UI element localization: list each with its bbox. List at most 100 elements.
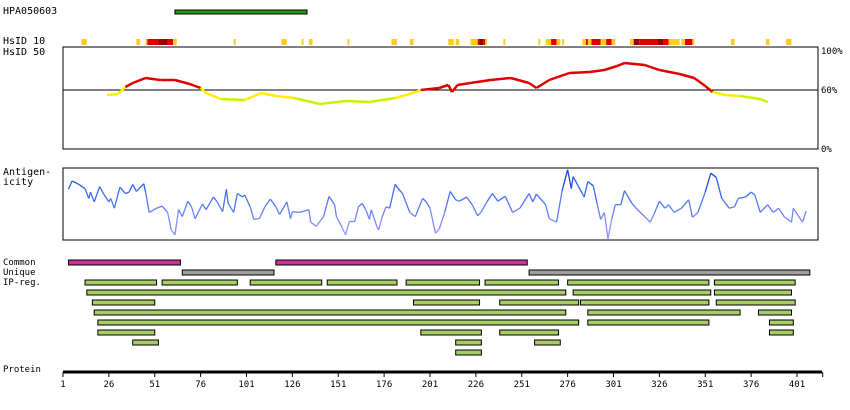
antigenicity-line-segment — [170, 229, 176, 236]
antigenicity-line-segment — [790, 208, 794, 223]
antigenicity-line-segment — [778, 207, 785, 217]
hsid10-segment — [765, 39, 770, 45]
antigenicity-line-segment — [99, 186, 104, 194]
antigenicity-line-segment — [119, 186, 126, 194]
antigenicity-line-segment — [759, 204, 769, 213]
antigenicity-line-segment — [644, 216, 651, 223]
hsid10-segment — [538, 39, 541, 45]
antigenicity-line-segment — [697, 191, 706, 213]
hsid50-line-segment — [409, 88, 422, 96]
ip-region-bar — [713, 279, 796, 286]
hsid10-segment — [663, 39, 669, 45]
antigenicity-line-segment — [264, 198, 271, 208]
hsid50-line-segment — [704, 85, 714, 93]
hsid10-segment — [633, 39, 640, 45]
antigenicity-line-segment — [275, 206, 281, 215]
antigenicity-line-segment — [738, 196, 746, 200]
ip-region-bar — [768, 329, 794, 336]
axis-tick-label: 176 — [376, 380, 392, 390]
antigenicity-line-segment — [653, 200, 660, 215]
ip-region-bar — [713, 289, 792, 296]
antigenicity-line-segment — [370, 209, 378, 227]
antigenicity-line-segment — [772, 207, 780, 213]
ip-region-bar — [534, 339, 561, 346]
antigenicity-line-segment — [194, 203, 204, 219]
antigenicity-line-segment — [67, 180, 73, 190]
hsid10-segment — [630, 39, 634, 45]
hsid10-segment — [657, 39, 664, 45]
antigenicity-line-segment — [88, 191, 92, 199]
hsid10-segment — [158, 39, 168, 45]
hsid10-segment — [582, 39, 586, 45]
ip-region-bar — [84, 279, 158, 286]
ip-region-bar — [715, 299, 796, 306]
antigenicity-line-segment — [381, 206, 387, 217]
antigenicity-line-segment — [688, 199, 694, 218]
ip-region-bar — [420, 329, 482, 336]
hsid50-line-segment — [244, 91, 262, 102]
ip-region-bar — [572, 289, 712, 296]
hsid10-segment — [483, 39, 486, 45]
antigenicity-line-segment — [190, 206, 196, 219]
hsid10-segment — [611, 39, 616, 45]
common-region-bar — [68, 259, 181, 266]
ip-region-bar — [757, 309, 792, 316]
antigenicity-line-segment — [422, 197, 427, 203]
antigenicity-line-segment — [425, 201, 431, 209]
antigen-region-bar — [174, 9, 308, 15]
axis-tick-label: 1 — [60, 380, 65, 390]
antigenicity-line-segment — [71, 180, 78, 185]
ip-region-bar — [455, 349, 482, 356]
hsid50-line-segment — [293, 96, 321, 106]
antigenicity-line-segment — [132, 184, 137, 192]
antigenicity-line-segment — [471, 204, 479, 217]
protein-label: Protein — [3, 365, 41, 375]
antigenicity-line-segment — [341, 226, 347, 236]
hsid50-line-segment — [624, 61, 645, 67]
hsid10-segment — [587, 39, 592, 45]
ip-region-bar — [93, 309, 567, 316]
antigenicity-line-segment — [566, 169, 572, 189]
antigenicity-label-1: Antigen- — [3, 167, 52, 178]
unique-region-bar — [528, 269, 811, 276]
ip-region-bar — [768, 319, 794, 326]
antigenicity-line-segment — [592, 185, 598, 204]
antigenicity-line-segment — [144, 191, 150, 213]
hsid50-line-segment — [490, 76, 511, 82]
antigenicity-line-segment — [225, 189, 229, 204]
antigenicity-line-segment — [728, 206, 735, 209]
hsid50-line-segment — [438, 83, 449, 90]
antigenicity-line-segment — [555, 190, 563, 223]
antigenicity-line-segment — [636, 209, 646, 218]
hsid10-segment — [730, 39, 735, 45]
antigenicity-line-segment — [745, 191, 752, 198]
antigenicity-line-segment — [801, 210, 807, 223]
hsid10-segment — [681, 39, 686, 45]
pct-60-label: 60% — [821, 86, 838, 96]
antigenicity-line-segment — [497, 195, 506, 202]
hsid50-line-segment — [124, 81, 134, 89]
ip-region-bar — [455, 339, 482, 346]
antigenicity-line-segment — [603, 212, 609, 240]
hsid10-segment — [503, 39, 506, 45]
hsid50-line-segment — [174, 78, 190, 86]
antigenicity-line-segment — [289, 211, 294, 219]
hsid50-line-segment — [535, 78, 550, 90]
antigenicity-line-segment — [258, 206, 266, 219]
antigenicity-line-segment — [438, 212, 446, 230]
hsid50-line-segment — [548, 71, 570, 82]
antigenicity-line-segment — [187, 200, 192, 208]
hsid10-segment — [606, 39, 612, 45]
hsid50-line-segment — [457, 81, 471, 87]
antigenicity-line-segment — [286, 201, 292, 219]
axis-tick-label: 126 — [284, 380, 300, 390]
hsid10-segment — [167, 39, 174, 45]
hsid10-segment — [147, 39, 159, 45]
hsid50-line-segment — [569, 70, 590, 75]
antigenicity-label-2: icity — [3, 177, 34, 188]
antigenicity-line-segment — [512, 207, 521, 213]
antigenicity-line-segment — [680, 199, 690, 209]
hsid50-line-segment — [275, 94, 295, 100]
antigenicity-line-segment — [444, 191, 451, 213]
antigenicity-line-segment — [792, 207, 804, 223]
